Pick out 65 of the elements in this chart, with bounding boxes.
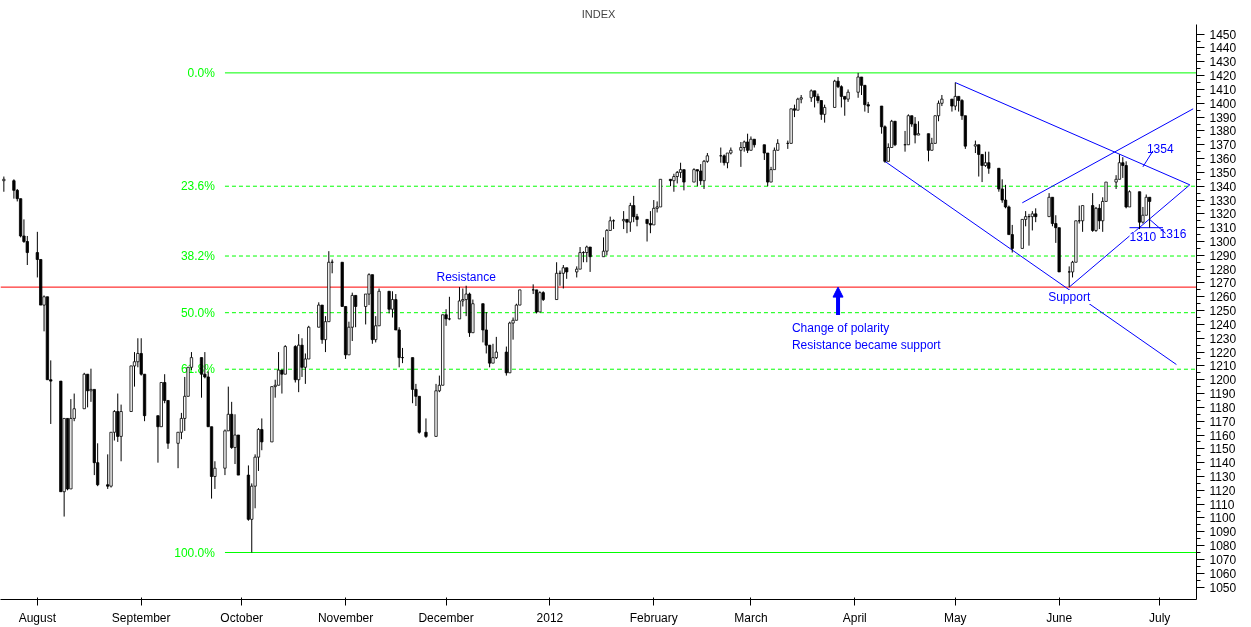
y-tick-label: 1320 [1209,207,1237,222]
y-tick-label: 1330 [1209,193,1237,208]
y-tick-label: 1110 [1209,497,1235,512]
y-tick-label: 1450 [1209,27,1237,42]
y-tick-label: 1120 [1209,483,1236,498]
y-tick-label: 1180 [1209,400,1236,415]
x-tick-label: May [943,610,967,625]
annotation: Change of polarity Resistance became support [791,321,942,352]
y-tick-label: 1200 [1209,373,1237,388]
y-tick-label: 1300 [1209,235,1237,250]
y-tick-label: 1440 [1209,41,1237,56]
y-tick-label: 1190 [1209,387,1236,402]
annotation: 1310 [1129,229,1157,244]
y-tick-label: 1270 [1209,276,1237,291]
y-tick-label: 1400 [1209,96,1237,111]
annotation: Resistance [436,270,497,285]
x-tick-label: December [418,610,474,625]
y-tick-label: 1130 [1209,469,1236,484]
y-tick-label: 1070 [1209,552,1237,567]
y-tick-label: 1150 [1209,442,1236,457]
y-tick-label: 1340 [1209,179,1237,194]
y-tick-label: 1370 [1209,138,1237,153]
y-tick-label: 1290 [1209,248,1237,263]
x-tick-label: September [111,610,171,625]
y-tick-label: 1230 [1209,331,1237,346]
y-tick-label: 1060 [1209,566,1237,581]
y-tick-label: 1410 [1209,82,1237,97]
y-tick-label: 1420 [1209,69,1237,84]
y-tick-label: 1260 [1209,290,1237,305]
x-tick-label: April [842,610,867,625]
x-tick-label: November [317,610,374,625]
annotation: 100.0% [174,545,216,560]
y-tick-label: 1380 [1209,124,1237,139]
annotation: 1354 [1146,141,1174,156]
y-tick-label: 1080 [1209,539,1237,554]
y-tick-label: 1250 [1209,304,1237,319]
x-tick-label: August [18,610,57,625]
chart-title: INDEX [581,7,616,20]
annotation: 1316 [1159,226,1187,241]
y-tick-label: 1280 [1209,262,1237,277]
y-tick-label: 1100 [1209,511,1236,526]
y-tick-label: 1390 [1209,110,1237,125]
y-tick-label: 1210 [1209,359,1237,374]
annotation: 0.0% [187,65,216,80]
x-tick-label: 2012 [536,610,564,625]
annotation: 23.6% [180,179,216,194]
x-tick-label: July [1148,610,1171,625]
x-tick-label: June [1046,610,1073,625]
y-tick-label: 1050 [1209,580,1237,595]
x-tick-label: March [734,610,768,625]
y-tick-label: 1240 [1209,317,1237,332]
y-tick-label: 1360 [1209,152,1237,167]
y-tick-label: 1310 [1209,221,1237,236]
y-tick-label: 1170 [1209,414,1236,429]
x-tick-label: October [220,610,264,625]
annotation: Support [1048,290,1091,305]
y-tick-label: 1430 [1209,55,1237,70]
annotation: 38.2% [180,249,216,264]
y-tick-label: 1160 [1209,428,1236,443]
y-tick-label: 1350 [1209,165,1237,180]
y-tick-label: 1220 [1209,345,1237,360]
y-tick-label: 1140 [1209,456,1236,471]
y-tick-label: 1090 [1209,525,1237,540]
x-tick-label: February [629,610,678,625]
annotation: 50.0% [180,305,216,320]
